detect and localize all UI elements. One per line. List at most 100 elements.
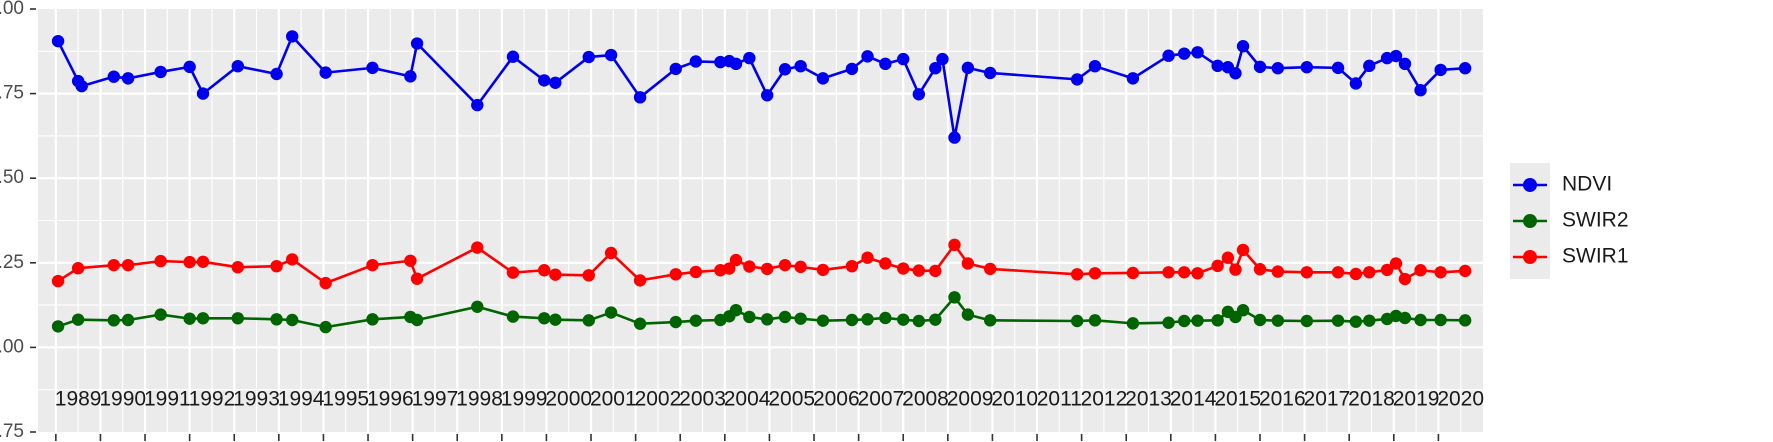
data-point-marker	[861, 313, 874, 326]
x-axis-tick-label: 1998	[456, 388, 503, 411]
data-point-marker	[912, 264, 926, 277]
data-point-marker	[1236, 40, 1250, 53]
data-point-marker	[1271, 314, 1285, 327]
data-point-marker	[912, 314, 926, 328]
x-axis-tick-label: 2015	[1214, 388, 1261, 411]
data-point-marker	[948, 238, 961, 252]
data-point-marker	[366, 313, 379, 326]
data-point-marker	[879, 257, 892, 270]
data-point-marker	[183, 255, 196, 269]
data-point-marker	[1253, 263, 1267, 276]
data-point-marker	[729, 57, 743, 71]
x-axis-tick-label: 2009	[947, 388, 994, 411]
data-point-marker	[633, 91, 647, 104]
data-point-marker	[506, 50, 520, 63]
x-axis-tick-label: 1992	[189, 388, 236, 411]
data-point-marker	[1126, 266, 1140, 280]
series-swir2	[51, 291, 1472, 334]
data-point-marker	[1363, 59, 1376, 73]
x-axis-tick-label: 2003	[679, 388, 726, 411]
data-point-marker	[861, 251, 874, 264]
data-point-marker	[51, 320, 65, 333]
x-axis-tick-label: 2018	[1348, 388, 1395, 411]
data-point-marker	[231, 59, 244, 73]
data-point-marker	[1088, 267, 1102, 280]
data-point-marker	[816, 72, 830, 85]
data-point-marker	[1236, 243, 1250, 257]
data-point-marker	[1414, 264, 1427, 277]
data-point-marker	[154, 65, 167, 79]
data-point-marker	[154, 254, 167, 268]
data-point-marker	[897, 262, 910, 275]
data-point-marker	[983, 66, 997, 80]
data-point-marker	[929, 313, 942, 326]
data-point-marker	[154, 308, 167, 321]
data-point-marker	[729, 303, 743, 317]
data-point-marker	[760, 262, 774, 276]
y-axis-tick-label: 1.25	[0, 252, 24, 273]
data-point-marker	[231, 261, 244, 274]
data-point-marker	[1414, 84, 1427, 97]
data-point-marker	[538, 312, 551, 325]
data-point-marker	[582, 314, 595, 327]
data-point-marker	[961, 61, 975, 75]
data-point-marker	[319, 320, 332, 334]
data-point-marker	[506, 266, 520, 279]
data-point-marker	[723, 262, 736, 275]
data-point-marker	[743, 260, 756, 273]
data-point-marker	[1363, 266, 1376, 279]
data-point-marker	[669, 315, 682, 329]
data-point-marker	[1191, 267, 1204, 280]
y-axis-tick-label: 1.00	[0, 336, 24, 357]
data-point-marker	[1211, 259, 1224, 273]
legend-marker-swir1	[1523, 250, 1537, 264]
x-axis-tick-label: 2017	[1304, 388, 1351, 411]
data-point-marker	[1088, 314, 1102, 327]
x-axis-tick-label: 2014	[1170, 388, 1217, 411]
data-point-marker	[1380, 263, 1394, 277]
y-axis-tick-label: 2.00	[0, 0, 24, 19]
data-point-marker	[1221, 251, 1235, 264]
data-point-marker	[1389, 257, 1403, 270]
data-point-marker	[196, 255, 210, 268]
data-point-marker	[1300, 60, 1314, 74]
data-point-marker	[1300, 266, 1314, 279]
data-point-marker	[1177, 266, 1191, 279]
data-point-marker	[1162, 316, 1175, 329]
data-point-marker	[604, 246, 618, 260]
y-axis: 2.00 1.75 1.50 1.25 1.00 0.75	[0, 0, 36, 442]
data-point-marker	[75, 79, 88, 93]
data-point-marker	[410, 272, 424, 285]
x-axis-tick-label: 2007	[858, 388, 905, 411]
series-line-ndvi	[56, 35, 1467, 139]
data-point-marker	[1211, 59, 1224, 73]
data-point-marker	[743, 310, 756, 324]
data-point-marker	[1126, 72, 1140, 85]
data-point-marker	[1253, 313, 1267, 327]
data-point-marker	[582, 269, 595, 282]
data-point-marker	[1458, 62, 1472, 75]
data-point-marker	[404, 70, 417, 83]
data-point-marker	[760, 313, 774, 326]
data-point-marker	[778, 258, 792, 272]
data-point-marker	[1162, 49, 1175, 62]
y-axis-tick-label: 1.75	[0, 83, 24, 104]
data-point-marker	[1162, 266, 1175, 279]
x-axis-tick-label: 2005	[768, 388, 815, 411]
x-axis-tick-label: 2001	[590, 388, 637, 411]
data-point-marker	[1253, 60, 1267, 74]
data-point-marker	[845, 62, 859, 76]
data-point-marker	[196, 312, 210, 325]
data-point-marker	[121, 313, 135, 327]
data-point-marker	[778, 310, 792, 324]
y-axis-tick-label: 1.50	[0, 167, 24, 188]
data-point-marker	[1363, 314, 1376, 327]
data-point-marker	[107, 70, 121, 83]
data-point-marker	[366, 258, 379, 272]
data-point-marker	[71, 313, 85, 326]
data-point-marker	[1088, 59, 1102, 73]
legend-label-swir1: SWIR1	[1562, 245, 1629, 268]
data-point-marker	[1331, 266, 1345, 279]
data-point-marker	[729, 253, 743, 267]
